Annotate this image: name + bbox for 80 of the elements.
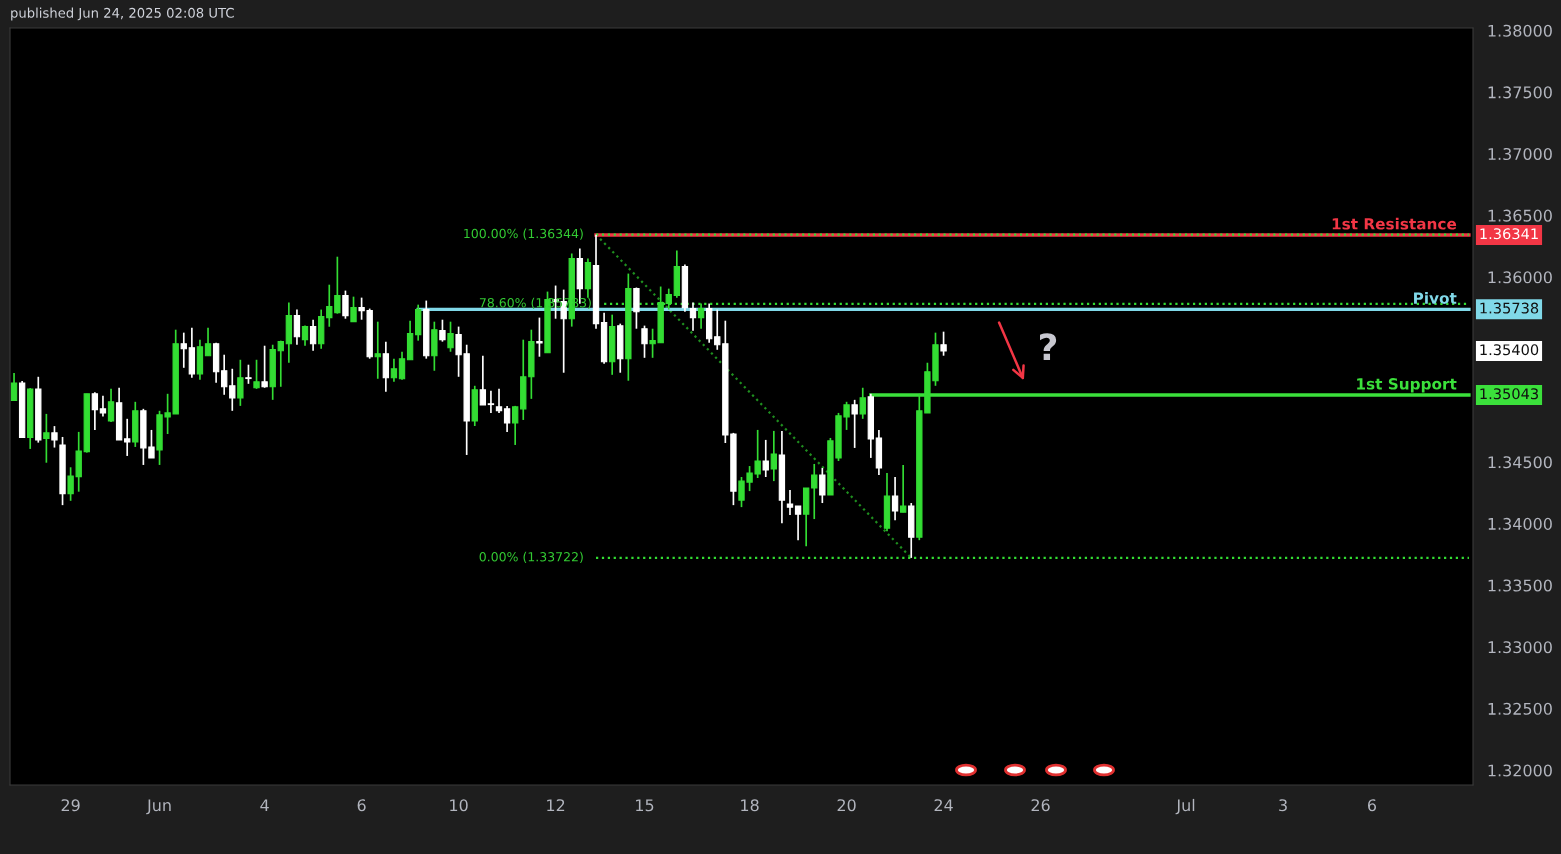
candlestick [511,405,519,446]
candlestick [237,358,244,407]
candlestick [819,467,826,504]
candlestick [51,425,58,449]
candlestick [479,354,487,406]
annotation: 0.00% (1.33722) [479,551,583,563]
x-tick-label: 3 [1279,799,1287,812]
candlestick [495,388,503,414]
candlestick [447,320,454,353]
candlestick [794,505,802,541]
candlestick [891,476,899,522]
candlestick [503,405,511,433]
y-tick-label: 1.36500 [1488,209,1552,222]
candlestick [633,286,640,330]
text: 1.35738 [1480,302,1539,314]
x-tick-label: 26 [1031,799,1050,812]
candlestick [899,464,907,513]
candlestick [762,439,769,478]
candlestick [770,430,778,482]
candlestick [10,372,18,402]
x-tick-label: 10 [450,799,468,812]
candlestick [309,318,317,352]
candlestick [689,301,697,332]
x-tick-label: Jul [1175,798,1195,815]
legend-label: 1st Support [1357,378,1457,393]
x-tick-label: 4 [260,799,269,812]
x-tick-label: 20 [837,799,856,812]
candlestick [374,320,381,380]
annotation: ? [1040,333,1057,360]
x-tick-label: 29 [61,799,80,812]
candlestick [940,330,947,357]
candlestick [350,295,357,323]
x-tick-label: 6 [357,799,366,812]
candlestick [261,344,268,389]
candlestick [487,390,495,414]
candlestick [390,357,398,383]
y-tick-label: 1.32500 [1488,702,1552,715]
candlestick [107,388,115,423]
candlestick [293,308,301,346]
candlestick [859,386,866,420]
candlestick [536,316,543,358]
candlestick [342,289,349,320]
annotation: 100.00% (1.36344) [464,228,583,240]
text: 1.36341 [1480,228,1538,240]
x-tick-label: 24 [934,799,953,812]
text: published Jun 24, 2025 02:08 UTC [11,7,234,21]
y-tick-label: 1.36000 [1488,271,1552,284]
y-tick-label: 1.33000 [1488,641,1552,654]
candlestick [398,350,406,381]
y-tick-label: 1.33500 [1488,579,1552,592]
y-tick-label: 1.37500 [1488,86,1552,99]
x-tick-label: Jun [146,799,171,815]
series-label: 1st Resistance [1332,217,1457,230]
candlestick [99,394,107,418]
text: 1.35043 [1480,388,1538,400]
x-tick-label: 18 [741,799,759,812]
y-tick-label: 1.32000 [1488,764,1552,777]
candlestick [253,358,260,390]
candlestick [43,413,50,464]
candlestick [221,353,228,396]
x-tick-label: 6 [1368,799,1377,812]
x-tick-label: 12 [547,799,565,812]
candlestick [245,363,252,385]
y-tick-label: 1.34500 [1488,456,1552,469]
candlestick [439,318,446,343]
x-tick-label: 15 [636,799,654,812]
series-label: Pivot [1414,292,1457,304]
candlestick [180,331,187,369]
y-tick-label: 1.37000 [1488,147,1552,161]
candlestick [124,417,131,457]
candlestick [851,399,858,449]
text: 1.35400 [1480,344,1539,356]
candlestick [786,489,794,516]
candlestick [91,391,99,431]
candlestick [204,326,212,357]
candlestick [229,367,236,412]
candlestick [641,324,648,359]
y-tick-label: 1.34000 [1488,517,1552,530]
candlestick [811,463,818,520]
y-tick-label: 1.38000 [1488,24,1552,37]
